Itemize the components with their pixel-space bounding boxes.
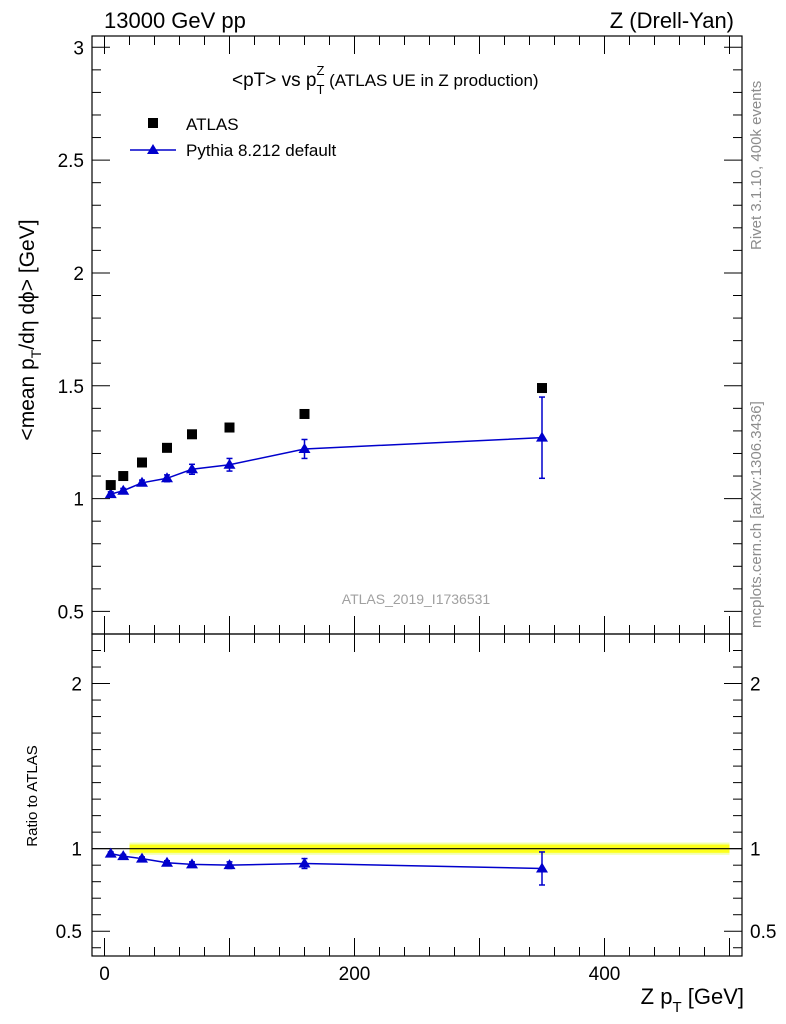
ratio-y-tick-label-right: 0.5: [750, 922, 776, 943]
plot-title-main: <pT> vs p: [232, 70, 317, 91]
atlas-point: [137, 457, 147, 468]
pythia-point: [136, 476, 148, 487]
legend-label-pythia: Pythia 8.212 default: [186, 141, 337, 160]
x-axis-label-sub: T: [672, 999, 681, 1016]
pythia-point: [117, 484, 130, 495]
series-layer: [104, 383, 548, 886]
ratio-point: [186, 858, 198, 869]
legend-marker-pythia: [147, 144, 159, 154]
ratio-line: [110, 852, 543, 870]
ratio-y-tick-label: 2: [71, 675, 82, 696]
main-y-tick-label: 1: [73, 490, 84, 511]
x-axis-label-rest: [GeV]: [682, 984, 744, 1009]
ratio-y-tick-label: 0.5: [56, 922, 82, 943]
ratio-point: [104, 847, 117, 858]
ratio-y-tick-label: 1: [71, 840, 82, 861]
main-y-tick-label: 0.5: [58, 602, 84, 623]
ratio-y-ticks: 0.5 0.5 1 1 2 2: [56, 650, 776, 949]
ratio-point: [117, 850, 130, 861]
y-axis-label: <mean pT/dη dϕ> [GeV]: [16, 219, 44, 440]
ratio-plot-frame: [91, 633, 743, 957]
main-y-ticks: 0.5 1 1.5 2 2.5 3: [58, 38, 742, 623]
pythia-point: [104, 488, 117, 499]
plot-title: <pT> vs pTZ (ATLAS UE in Z production): [232, 63, 539, 97]
plot-title-sup: Z: [316, 63, 324, 78]
ratio-point: [298, 857, 311, 868]
process-label: Z (Drell-Yan): [610, 8, 734, 33]
main-y-tick-label: 2.5: [58, 151, 84, 172]
atlas-point: [162, 442, 172, 453]
ratio-y-axis-label: Ratio to ATLAS: [24, 745, 41, 846]
atlas-point: [299, 408, 310, 419]
ratio-point: [223, 859, 236, 870]
ratio-y-tick-label-right: 1: [750, 840, 761, 861]
pythia-point: [298, 442, 311, 453]
main-y-tick-label: 3: [73, 38, 84, 59]
ratio-point: [536, 862, 548, 873]
atlas-point: [105, 480, 116, 491]
y-axis-label-main: <mean p: [16, 358, 39, 440]
pythia-point: [536, 431, 548, 442]
legend-marker-atlas: [148, 118, 158, 128]
ratio-point: [161, 856, 173, 867]
x-tick-label: 0: [99, 964, 110, 985]
ratio-y-tick-label-right: 2: [750, 675, 761, 696]
energy-label: 13000 GeV pp: [104, 8, 246, 33]
main-y-tick-label: 2: [73, 264, 84, 285]
rivet-version-label: Rivet 3.1.10, 400k events: [748, 81, 765, 250]
pythia-point: [223, 458, 236, 469]
legend: ATLAS Pythia 8.212 default: [130, 115, 337, 160]
analysis-id-label: ATLAS_2019_I1736531: [342, 591, 491, 607]
y-axis-label-sub: T: [28, 349, 44, 358]
pythia-point: [161, 472, 173, 483]
x-tick-label: 200: [339, 964, 371, 985]
legend-label-atlas: ATLAS: [186, 115, 239, 134]
pythia-point: [186, 463, 198, 474]
main-y-tick-label: 1.5: [58, 377, 84, 398]
atlas-point: [187, 429, 197, 440]
atlas-point: [118, 471, 129, 482]
pythia-line: [110, 436, 543, 495]
ratio-point: [136, 852, 148, 863]
x-tick-label: 400: [589, 964, 621, 985]
atlas-point: [537, 383, 547, 394]
mcplots-label: mcplots.cern.ch [arXiv:1306.3436]: [748, 401, 765, 628]
x-ticks: 0 200 400: [99, 36, 730, 985]
plot-title-sub: T: [317, 82, 325, 97]
y-axis-label-rest: /dη dϕ> [GeV]: [16, 219, 39, 349]
x-axis-label: Z pT [GeV]: [641, 984, 744, 1016]
atlas-point: [224, 422, 235, 433]
plot-title-rest: (ATLAS UE in Z production): [324, 71, 538, 90]
x-axis-label-main: Z p: [641, 984, 673, 1009]
